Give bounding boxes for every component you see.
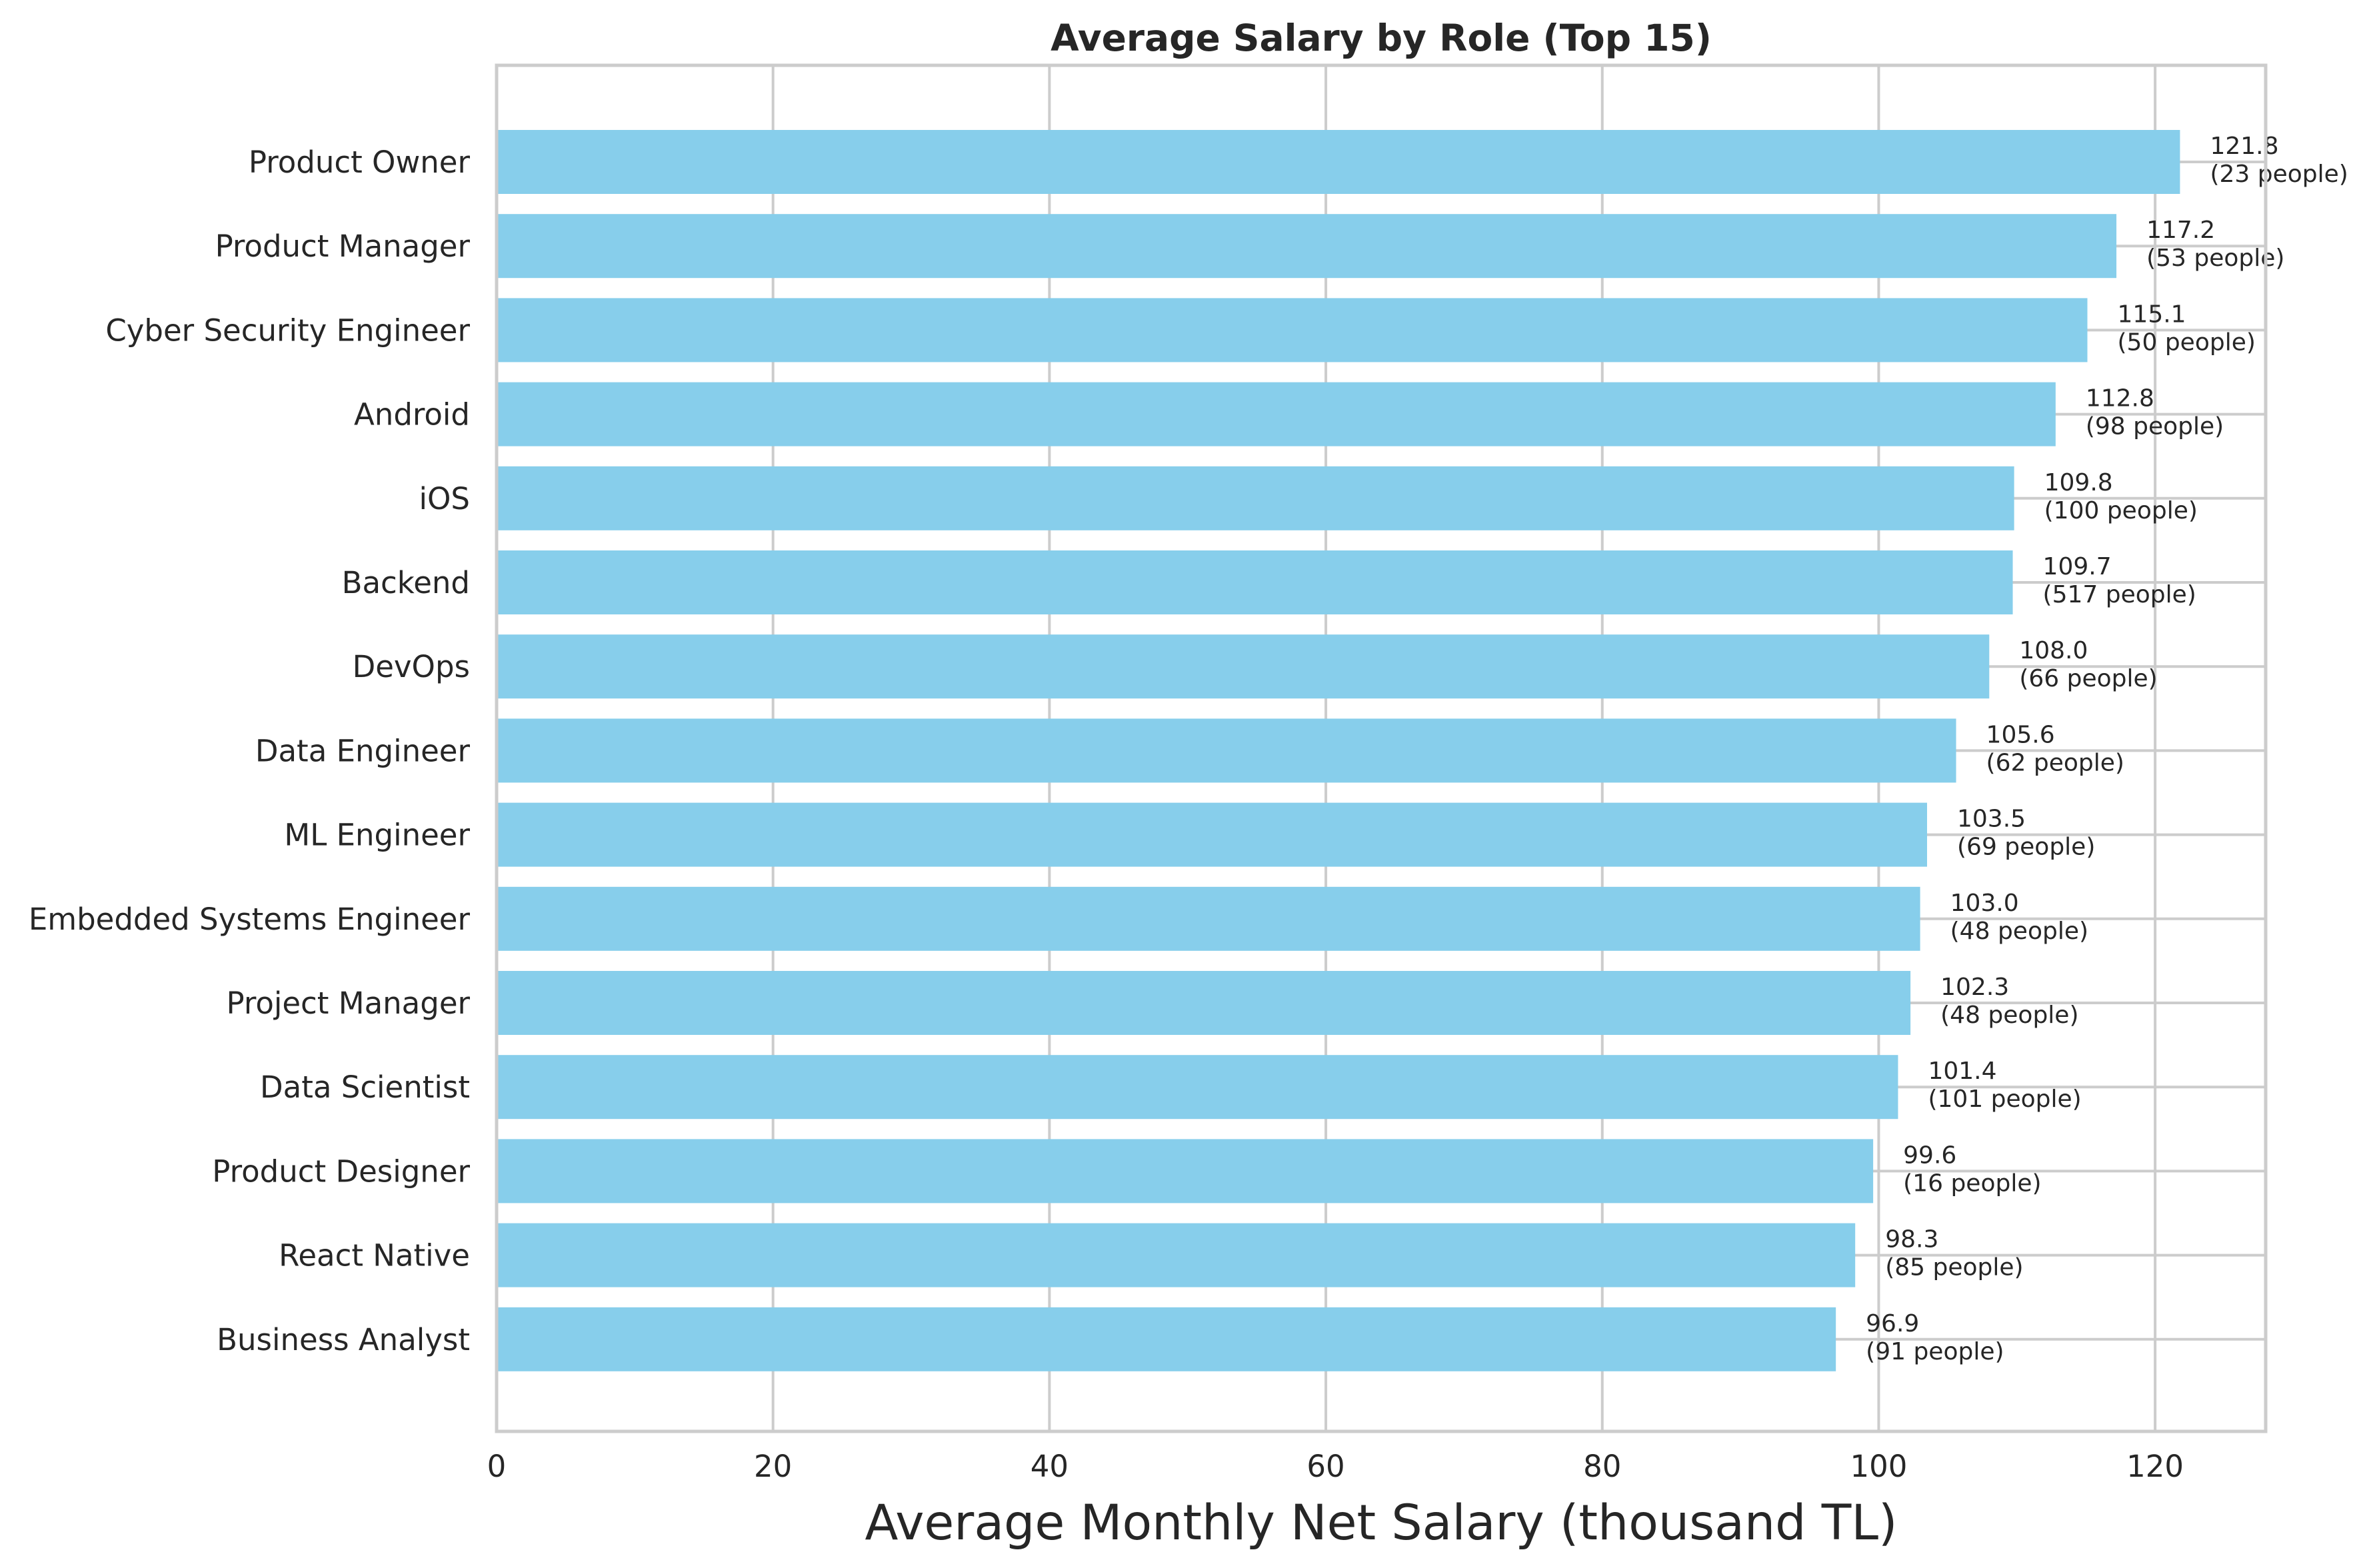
bar: [497, 1139, 1874, 1203]
bar-count-label: (48 people): [1940, 1002, 2078, 1029]
y-tick-label: Android: [354, 397, 470, 432]
bar-value-label: 96.9: [1866, 1310, 1919, 1337]
bar-count-label: (101 people): [1928, 1086, 2081, 1113]
bar: [497, 214, 2117, 279]
bar: [497, 718, 1956, 783]
x-axis-label: Average Monthly Net Salary (thousand TL): [865, 1495, 1898, 1551]
y-tick-label: Product Designer: [212, 1154, 470, 1189]
data-labels: 121.8(23 people) 117.2(53 people) 115.1(50…: [1866, 133, 2348, 1365]
bar-count-label: (85 people): [1885, 1254, 2023, 1281]
bar-count-label: (50 people): [2118, 329, 2256, 356]
bar-count-label: (517 people): [2043, 581, 2196, 608]
bar-value-label: 99.6: [1903, 1142, 1956, 1169]
bar-value-label: 112.8: [2086, 385, 2154, 412]
bar-value-label: 109.7: [2043, 553, 2112, 580]
bars: [497, 130, 2180, 1371]
bar: [497, 802, 1928, 867]
y-tick-label: Data Engineer: [255, 733, 471, 768]
bar-value-label: 102.3: [1940, 974, 2009, 1001]
x-tick-label: 120: [2126, 1449, 2184, 1484]
y-tick-label: DevOps: [353, 649, 470, 684]
bar-value-label: 103.0: [1950, 890, 2019, 917]
bar: [497, 971, 1911, 1035]
x-tick-label: 20: [754, 1449, 792, 1484]
plot-frame: [495, 63, 2268, 1433]
bar-count-label: (100 people): [2044, 497, 2198, 524]
bar-value-label: 101.4: [1928, 1058, 1996, 1085]
y-tick-label: Business Analyst: [217, 1322, 470, 1357]
x-tick-label: 80: [1583, 1449, 1621, 1484]
bar: [497, 550, 2013, 614]
y-tick-label: ML Engineer: [284, 818, 470, 853]
y-tick-labels: Product Owner Product Manager Cyber Securi…: [29, 145, 471, 1357]
bar-count-label: (69 people): [1957, 834, 2095, 861]
y-tick-label: Product Manager: [215, 229, 471, 264]
x-tick-labels: 0 20 40 60 80 100 120: [487, 1449, 2184, 1484]
bar-value-label: 105.6: [1986, 721, 2055, 748]
bar-count-label: (66 people): [2019, 665, 2157, 692]
y-tick-label: Cyber Security Engineer: [105, 313, 470, 348]
bar: [497, 130, 2180, 194]
y-tick-label: Backend: [342, 565, 470, 600]
bar-count-label: (48 people): [1950, 918, 2088, 945]
bar-value-label: 103.5: [1957, 806, 2026, 833]
x-tick-label: 40: [1031, 1449, 1069, 1484]
bar-count-label: (23 people): [2210, 161, 2348, 188]
bar-value-label: 98.3: [1885, 1226, 1938, 1253]
x-tick-label: 100: [1850, 1449, 1907, 1484]
y-tick-label: iOS: [419, 481, 471, 516]
bar-count-label: (98 people): [2086, 413, 2224, 440]
bar: [497, 1307, 1836, 1371]
bar-count-label: (53 people): [2146, 245, 2284, 272]
bar: [497, 886, 1920, 951]
bar-count-label: (62 people): [1986, 749, 2124, 776]
y-tick-label: Data Scientist: [260, 1070, 470, 1105]
bar-count-label: (16 people): [1903, 1170, 2041, 1197]
bar-value-label: 121.8: [2210, 133, 2278, 160]
bar: [497, 298, 2088, 363]
y-tick-label: React Native: [279, 1238, 470, 1273]
bar: [497, 634, 1990, 699]
chart-title: Average Salary by Role (Top 15): [1051, 17, 1712, 59]
bar-value-label: 108.0: [2019, 637, 2088, 664]
x-tick-label: 60: [1306, 1449, 1344, 1484]
bar: [497, 1223, 1856, 1287]
bar-value-label: 117.2: [2146, 217, 2215, 244]
y-tick-label: Embedded Systems Engineer: [29, 902, 471, 937]
bar: [497, 466, 2014, 530]
bar-count-label: (91 people): [1866, 1338, 2004, 1365]
y-tick-label: Project Manager: [226, 986, 470, 1021]
bar: [497, 1055, 1898, 1120]
x-tick-label: 0: [487, 1449, 507, 1484]
bar: [497, 382, 2056, 446]
y-tick-label: Product Owner: [249, 145, 471, 180]
bar-value-label: 109.8: [2044, 469, 2113, 496]
bar-value-label: 115.1: [2118, 301, 2186, 328]
